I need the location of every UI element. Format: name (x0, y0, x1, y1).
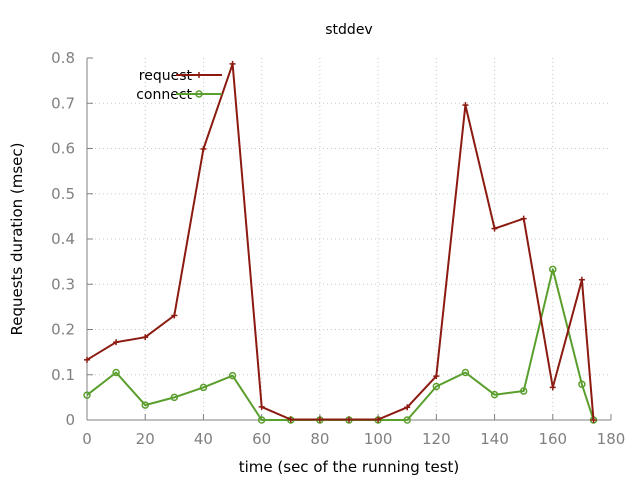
data-point-request (258, 403, 265, 410)
y-tick-label: 0.5 (51, 185, 75, 203)
y-tick-label: 0.2 (51, 321, 75, 339)
data-point-connect (403, 416, 411, 424)
data-point-request (142, 334, 149, 341)
data-point-connect (228, 371, 237, 380)
x-tick-label: 140 (480, 430, 509, 448)
data-point-request (491, 225, 498, 232)
y-axis-label: Requests duration (msec) (8, 142, 26, 335)
series-request (84, 60, 597, 423)
data-point-connect (170, 393, 179, 402)
chart-title: stddev (325, 22, 372, 38)
data-series (83, 60, 598, 424)
y-tick-label: 0.6 (51, 140, 75, 158)
data-point-connect (199, 383, 208, 392)
x-tick-label: 80 (310, 430, 329, 448)
x-tick-label: 20 (136, 430, 155, 448)
data-point-request (520, 215, 527, 222)
data-point-connect (578, 380, 586, 389)
legend-marker (195, 90, 203, 98)
y-tick-label: 0.4 (51, 230, 75, 248)
y-tick-label: 0.1 (51, 366, 75, 384)
legend-entry-request: request (139, 68, 222, 84)
data-point-request (404, 404, 411, 411)
data-point-connect (83, 391, 91, 399)
data-point-connect (549, 265, 557, 274)
grid (87, 58, 611, 420)
data-point-connect (461, 368, 470, 377)
y-tick-label: 0.3 (51, 275, 75, 293)
data-point-connect (519, 387, 528, 395)
data-point-request (462, 102, 469, 109)
data-point-request (287, 416, 294, 423)
data-point-connect (257, 416, 266, 424)
data-point-request (433, 373, 440, 380)
data-point-request (549, 384, 556, 391)
data-point-request (316, 416, 323, 423)
legend-entry-connect: connect (136, 87, 222, 103)
data-point-request (578, 276, 585, 283)
legend-label: request (139, 68, 193, 84)
legend-label: connect (136, 87, 192, 103)
x-tick-label: 0 (82, 430, 92, 448)
data-point-connect (141, 401, 149, 409)
x-tick-label: 60 (252, 430, 271, 448)
data-point-connect (490, 390, 499, 399)
data-point-connect (112, 368, 120, 377)
data-point-request (113, 339, 120, 346)
data-point-request (200, 145, 207, 152)
series-connect (83, 265, 598, 424)
y-tick-label: 0.8 (51, 49, 75, 67)
series-line-request (86, 62, 595, 421)
y-tick-label: 0.7 (51, 94, 75, 112)
data-point-request (229, 60, 236, 67)
legend-marker (196, 72, 202, 78)
x-tick-label: 100 (364, 430, 393, 448)
data-point-connect (432, 382, 441, 391)
data-point-request (84, 356, 90, 363)
data-point-request (375, 416, 382, 423)
x-tick-label: 40 (194, 430, 213, 448)
axes (86, 57, 612, 421)
data-point-request (346, 416, 352, 423)
y-tick-label: 0 (65, 411, 75, 429)
legend: request connect (136, 68, 222, 103)
x-tick-label: 120 (422, 430, 451, 448)
x-tick-label: 180 (597, 430, 626, 448)
x-axis-label: time (sec of the running test) (239, 458, 460, 476)
x-tick-label: 160 (538, 430, 567, 448)
series-line-connect (86, 268, 595, 421)
tick-labels: 0 20 40 60 80 100 120 140 160 180 0 0.1 0.2 0.3 0.4 0.5… (51, 49, 625, 448)
data-point-request (171, 312, 178, 319)
data-point-request (590, 417, 597, 423)
